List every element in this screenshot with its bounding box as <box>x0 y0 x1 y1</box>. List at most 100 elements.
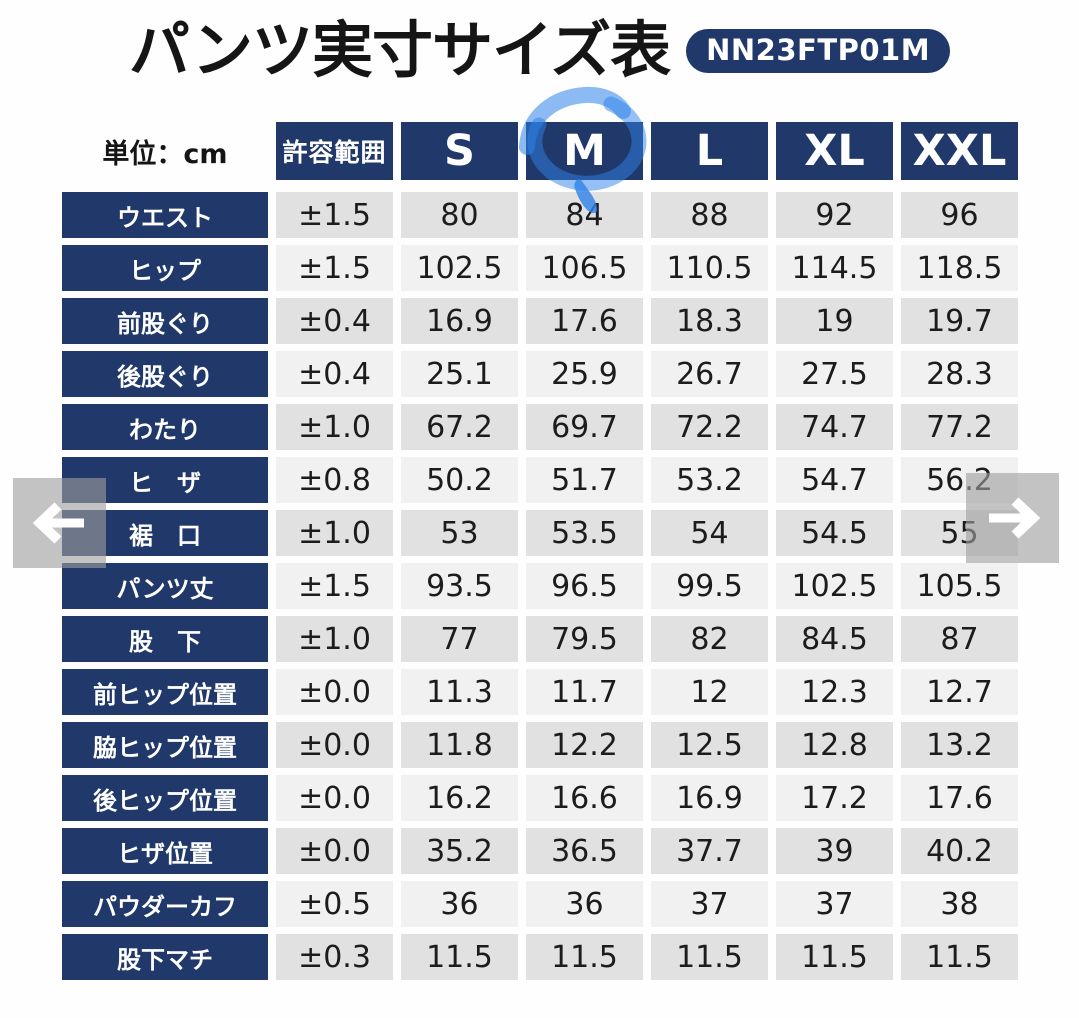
tolerance-cell: ±0.0 <box>276 669 393 715</box>
value-cell: 102.5 <box>776 563 893 609</box>
value-cell: 96 <box>901 192 1018 238</box>
value-cell: 38 <box>901 881 1018 927</box>
value-cell: 77.2 <box>901 404 1018 450</box>
row-label: 後股ぐり <box>62 351 268 397</box>
row-label: パウダーカフ <box>62 881 268 927</box>
value-cell: 77 <box>401 616 518 662</box>
value-cell: 110.5 <box>651 245 768 291</box>
value-cell: 84.5 <box>776 616 893 662</box>
value-cell: 118.5 <box>901 245 1018 291</box>
value-cell: 54.5 <box>776 510 893 556</box>
value-cell: 72.2 <box>651 404 768 450</box>
value-cell: 11.5 <box>526 934 643 980</box>
value-cell: 25.9 <box>526 351 643 397</box>
tolerance-cell: ±0.0 <box>276 775 393 821</box>
value-cell: 11.8 <box>401 722 518 768</box>
value-cell: 17.2 <box>776 775 893 821</box>
value-cell: 99.5 <box>651 563 768 609</box>
value-cell: 51.7 <box>526 457 643 503</box>
column-header-xxl: XXL <box>901 122 1018 180</box>
row-label: ヒザ位置 <box>62 828 268 874</box>
value-cell: 27.5 <box>776 351 893 397</box>
value-cell: 40.2 <box>901 828 1018 874</box>
tolerance-cell: ±1.0 <box>276 510 393 556</box>
value-cell: 12.3 <box>776 669 893 715</box>
value-cell: 74.7 <box>776 404 893 450</box>
value-cell: 37.7 <box>651 828 768 874</box>
tolerance-cell: ±1.5 <box>276 563 393 609</box>
value-cell: 12.5 <box>651 722 768 768</box>
value-cell: 87 <box>901 616 1018 662</box>
row-label: ウエスト <box>62 192 268 238</box>
value-cell: 96.5 <box>526 563 643 609</box>
value-cell: 11.7 <box>526 669 643 715</box>
tolerance-cell: ±1.5 <box>276 192 393 238</box>
value-cell: 102.5 <box>401 245 518 291</box>
value-cell: 50.2 <box>401 457 518 503</box>
tolerance-cell: ±0.0 <box>276 722 393 768</box>
value-cell: 11.5 <box>901 934 1018 980</box>
value-cell: 88 <box>651 192 768 238</box>
carousel-prev-button[interactable] <box>13 478 106 568</box>
value-cell: 28.3 <box>901 351 1018 397</box>
value-cell: 11.5 <box>776 934 893 980</box>
value-cell: 82 <box>651 616 768 662</box>
value-cell: 19 <box>776 298 893 344</box>
tolerance-cell: ±0.5 <box>276 881 393 927</box>
value-cell: 25.1 <box>401 351 518 397</box>
row-label: 前股ぐり <box>62 298 268 344</box>
value-cell: 16.2 <box>401 775 518 821</box>
value-cell: 53 <box>401 510 518 556</box>
value-cell: 93.5 <box>401 563 518 609</box>
tolerance-cell: ±0.4 <box>276 298 393 344</box>
value-cell: 80 <box>401 192 518 238</box>
value-cell: 54.7 <box>776 457 893 503</box>
value-cell: 11.3 <box>401 669 518 715</box>
tolerance-cell: ±0.4 <box>276 351 393 397</box>
value-cell: 19.7 <box>901 298 1018 344</box>
value-cell: 12.8 <box>776 722 893 768</box>
value-cell: 36 <box>401 881 518 927</box>
value-cell: 35.2 <box>401 828 518 874</box>
column-header-tolerance: 許容範囲 <box>276 122 393 180</box>
row-label: 前ヒップ位置 <box>62 669 268 715</box>
column-header-l: L <box>651 122 768 180</box>
table-body: ウエスト ±1.5 80 84 88 92 96 ヒップ ±1.5 102.5 106.5 110.5… <box>62 192 1018 980</box>
row-label: ヒップ <box>62 245 268 291</box>
page-title: パンツ実寸サイズ表 <box>128 15 671 86</box>
value-cell: 39 <box>776 828 893 874</box>
row-label: パンツ丈 <box>62 563 268 609</box>
product-code-badge: NN23FTP01M <box>686 28 951 73</box>
value-cell: 114.5 <box>776 245 893 291</box>
value-cell: 67.2 <box>401 404 518 450</box>
value-cell: 17.6 <box>901 775 1018 821</box>
value-cell: 37 <box>776 881 893 927</box>
carousel-next-button[interactable] <box>966 473 1059 563</box>
column-header-xl: XL <box>776 122 893 180</box>
value-cell: 37 <box>651 881 768 927</box>
value-cell: 12.2 <box>526 722 643 768</box>
tolerance-cell: ±1.5 <box>276 245 393 291</box>
row-label: 脇ヒップ位置 <box>62 722 268 768</box>
unit-label: 単位：cm <box>102 138 228 170</box>
value-cell: 26.7 <box>651 351 768 397</box>
value-cell: 16.6 <box>526 775 643 821</box>
value-cell: 106.5 <box>526 245 643 291</box>
tolerance-cell: ±0.8 <box>276 457 393 503</box>
value-cell: 53.2 <box>651 457 768 503</box>
value-cell: 13.2 <box>901 722 1018 768</box>
tolerance-cell: ±1.0 <box>276 404 393 450</box>
value-cell: 11.5 <box>651 934 768 980</box>
value-cell: 36.5 <box>526 828 643 874</box>
value-cell: 16.9 <box>401 298 518 344</box>
value-cell: 16.9 <box>651 775 768 821</box>
value-cell: 54 <box>651 510 768 556</box>
column-header-m: M <box>526 122 643 180</box>
row-label: 股 下 <box>62 616 268 662</box>
tolerance-cell: ±1.0 <box>276 616 393 662</box>
right-arrow-icon <box>988 497 1040 539</box>
table-header-row: 単位：cm 許容範囲 S M L XL XXL <box>62 122 1018 180</box>
value-cell: 12 <box>651 669 768 715</box>
value-cell: 84 <box>526 192 643 238</box>
